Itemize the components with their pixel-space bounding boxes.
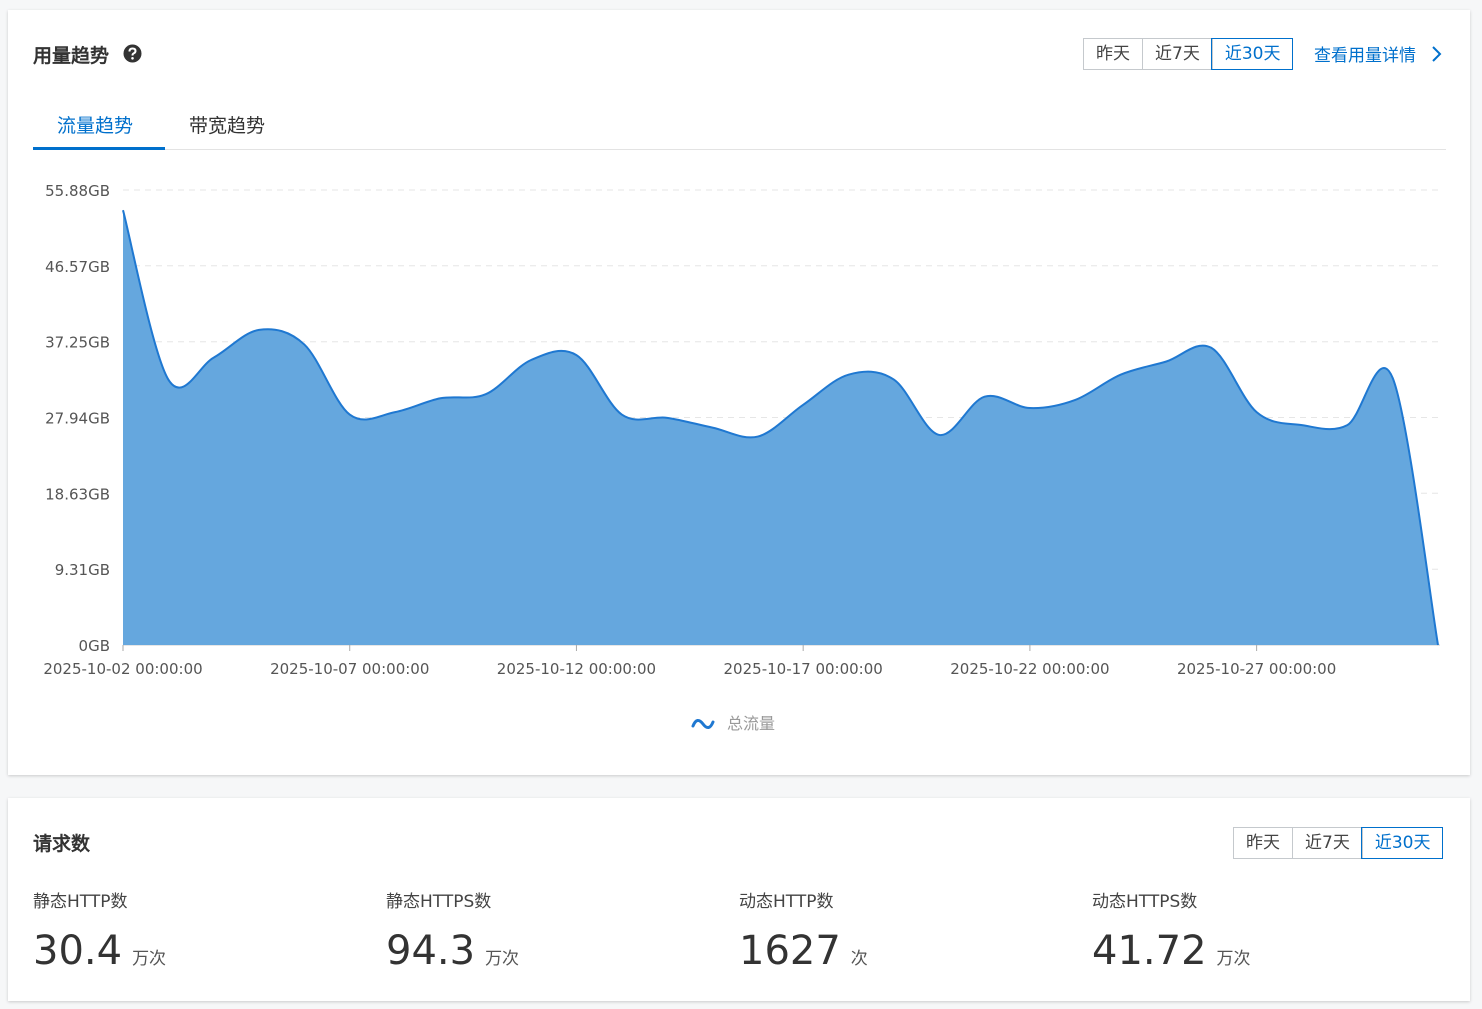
metric-label: 动态HTTPS数 — [1092, 892, 1198, 912]
y-tick-label: 46.57GB — [45, 258, 110, 276]
metric-value: 41.72 — [1092, 928, 1207, 974]
help-icon[interactable] — [123, 44, 142, 63]
metric-label: 静态HTTP数 — [33, 892, 128, 912]
metric-value-row: 1627 次 — [739, 928, 868, 974]
y-tick-label: 27.94GB — [45, 410, 110, 428]
x-tick-label: 2025-10-07 00:00:00 — [270, 660, 429, 678]
x-tick-label: 2025-10-02 00:00:00 — [43, 660, 202, 678]
details-link[interactable]: 查看用量详情 — [1314, 46, 1416, 66]
usage-range: 昨天 近7天 近30天 — [1083, 38, 1294, 70]
x-tick-label: 2025-10-27 00:00:00 — [1177, 660, 1336, 678]
x-tick-label: 2025-10-22 00:00:00 — [950, 660, 1109, 678]
y-tick-label: 18.63GB — [45, 485, 110, 503]
metric-unit: 万次 — [1216, 949, 1251, 969]
metric-unit: 万次 — [132, 949, 167, 969]
metric-value-row: 94.3 万次 — [386, 928, 519, 974]
tab-divider — [33, 149, 1446, 150]
range-button[interactable]: 近30天 — [1360, 827, 1444, 859]
metric-value-row: 30.4 万次 — [33, 928, 166, 974]
metric-value: 30.4 — [33, 928, 123, 974]
requests-range: 昨天 近7天 近30天 — [1233, 827, 1444, 859]
metric-label: 静态HTTPS数 — [386, 892, 492, 912]
requests-card — [8, 798, 1470, 1001]
metric-value: 94.3 — [386, 928, 476, 974]
legend-icon — [691, 719, 715, 729]
tab[interactable]: 流量趋势 — [57, 115, 134, 137]
x-tick-label: 2025-10-12 00:00:00 — [497, 660, 656, 678]
chevron — [1432, 46, 1442, 62]
chart: 0GB 9.31GB 18.63GB 27.94GB 37.25GB 46.57GB 55.… — [43, 182, 1440, 733]
range-button[interactable]: 近7天 — [1142, 39, 1212, 69]
metric-unit: 次 — [850, 949, 868, 969]
range-button[interactable]: 昨天 — [1096, 44, 1130, 64]
legend-label: 总流量 — [727, 714, 775, 733]
y-tick-label: 9.31GB — [55, 561, 110, 579]
y-tick-label: 37.25GB — [45, 334, 110, 352]
y-tick-label: 0GB — [79, 637, 110, 655]
line — [122, 209, 1439, 646]
x-tick-label: 2025-10-17 00:00:00 — [724, 660, 883, 678]
tab-indicator — [33, 147, 165, 150]
area — [123, 210, 1438, 645]
usage-title: 用量趋势 — [33, 45, 110, 67]
metric-label: 动态HTTP数 — [739, 892, 834, 912]
metric-unit: 万次 — [485, 949, 520, 969]
range-button[interactable]: 近7天 — [1292, 828, 1362, 858]
y-tick-label: 55.88GB — [45, 182, 110, 200]
tab[interactable]: 带宽趋势 — [189, 115, 266, 137]
range-button[interactable]: 近30天 — [1210, 38, 1294, 70]
metric-value: 1627 — [739, 928, 841, 974]
requests-title: 请求数 — [33, 833, 91, 855]
range-button[interactable]: 昨天 — [1246, 833, 1280, 853]
metric-value-row: 41.72 万次 — [1092, 928, 1251, 974]
